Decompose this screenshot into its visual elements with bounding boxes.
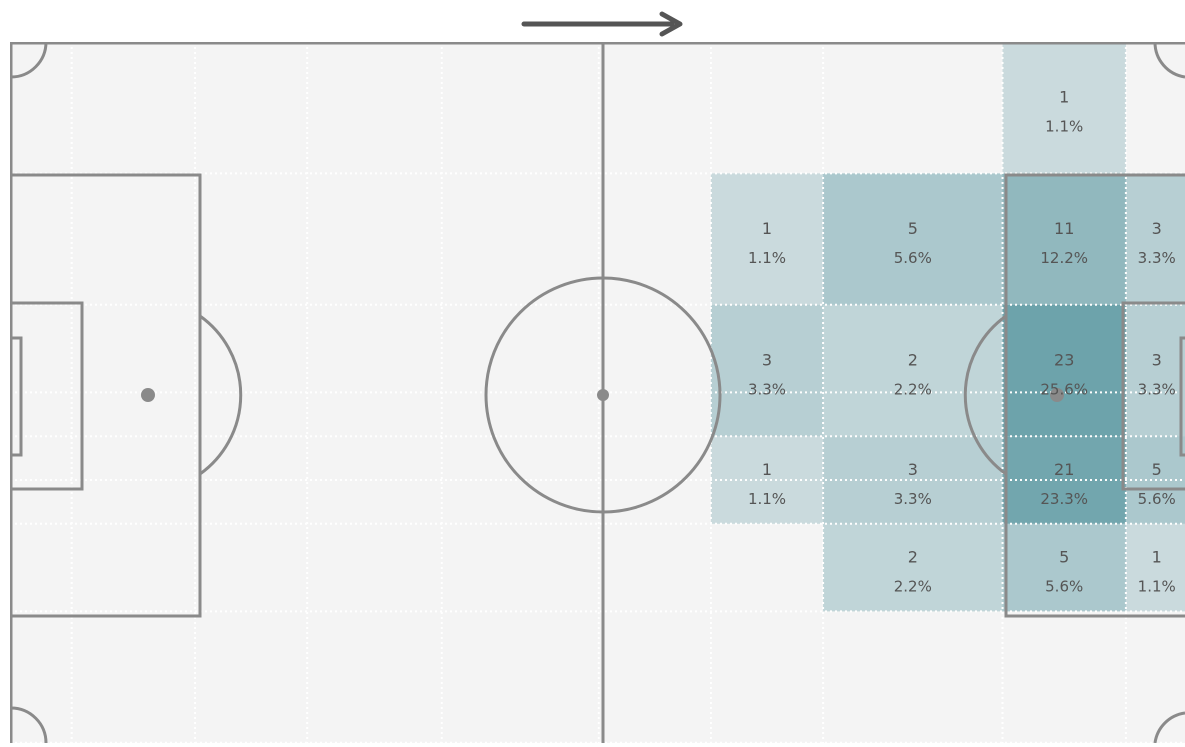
heatmap-cell [1002, 42, 1126, 174]
corner-arc-top-left [10, 42, 48, 79]
heatmap-cell [823, 304, 1003, 437]
cell-count-label: 5 [1059, 548, 1069, 567]
cell-percent-label: 2.2% [894, 578, 932, 596]
cell-percent-label: 3.3% [894, 490, 932, 508]
cell-count-label: 3 [1152, 351, 1162, 370]
corner-arc-top-right [1153, 42, 1185, 79]
center-spot [597, 389, 609, 401]
cell-percent-label: 5.6% [894, 249, 932, 267]
cell-count-label: 5 [1152, 460, 1162, 479]
right-penalty-spot [1050, 388, 1064, 402]
heatmap-cells [710, 42, 1185, 612]
heatmap-cell [823, 173, 1003, 305]
cell-percent-label: 2.2% [894, 381, 932, 399]
heatmap-cell [710, 173, 824, 305]
right-goal [1179, 336, 1185, 457]
heatmap-cell [710, 436, 824, 524]
cell-percent-label: 5.6% [1138, 490, 1176, 508]
left-goal [12, 336, 23, 457]
cell-count-label: 2 [908, 548, 918, 567]
cell-count-label: 1 [762, 460, 772, 479]
cell-percent-label: 12.2% [1040, 249, 1088, 267]
cell-count-label: 2 [908, 351, 918, 370]
right-six-yard-box [1121, 301, 1185, 491]
corner-arc-bottom-right [1153, 711, 1185, 743]
right-penalty-area [1004, 173, 1185, 618]
right-penalty-arc [963, 314, 1007, 476]
cell-percent-label: 25.6% [1040, 381, 1088, 399]
heatmap-cell [823, 436, 1003, 524]
cell-count-label: 23 [1054, 351, 1074, 370]
arrow-right-icon [521, 11, 683, 37]
left-penalty-arc [199, 314, 243, 476]
heatmap-cell [823, 523, 1003, 612]
cell-count-label: 1 [762, 219, 772, 238]
cell-percent-label: 3.3% [1138, 381, 1176, 399]
cell-percent-label: 23.3% [1040, 490, 1088, 508]
cell-percent-label: 1.1% [748, 249, 786, 267]
heatmap-cell [1125, 523, 1185, 612]
left-penalty-spot [141, 388, 155, 402]
cell-count-label: 5 [908, 219, 918, 238]
heatmap-cell [1002, 173, 1126, 305]
center-circle [484, 276, 722, 514]
cell-percent-label: 1.1% [748, 490, 786, 508]
pitch-markings [10, 42, 1185, 743]
corner-arc-bottom-left [10, 706, 48, 743]
cell-percent-label: 3.3% [748, 381, 786, 399]
cell-count-label: 3 [908, 460, 918, 479]
cell-count-label: 3 [1152, 219, 1162, 238]
cell-count-label: 11 [1054, 219, 1074, 238]
left-penalty-area [10, 173, 202, 618]
cell-count-label: 3 [762, 351, 772, 370]
heatmap-labels: 11.1%11.1%55.6%1112.2%33.3%33.3%22.2%232… [748, 88, 1176, 596]
heatmap-cell [710, 304, 824, 437]
left-six-yard-box [10, 301, 84, 491]
heatmap-cell [1002, 304, 1126, 437]
cell-percent-label: 3.3% [1138, 249, 1176, 267]
heatmap-cell [1002, 523, 1126, 612]
cell-count-label: 21 [1054, 460, 1074, 479]
cell-count-label: 1 [1152, 548, 1162, 567]
cell-percent-label: 1.1% [1045, 118, 1083, 136]
heatmap-cell [1125, 173, 1185, 305]
cell-percent-label: 1.1% [1138, 578, 1176, 596]
cell-count-label: 1 [1059, 88, 1069, 107]
cell-percent-label: 5.6% [1045, 578, 1083, 596]
heatmap-cell [1125, 304, 1185, 437]
